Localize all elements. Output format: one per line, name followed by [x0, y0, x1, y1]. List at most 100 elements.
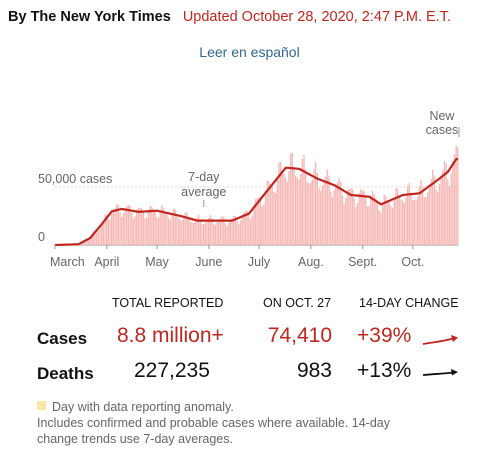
daily-case-bar: [176, 214, 178, 245]
daily-case-bar: [428, 188, 431, 245]
daily-case-bar: [224, 223, 227, 245]
x-tick-label: July: [248, 255, 271, 269]
daily-case-bar: [363, 191, 365, 245]
daily-case-bar: [261, 206, 263, 245]
daily-case-bar: [182, 218, 185, 245]
daily-case-bar: [313, 168, 315, 245]
x-tick-label: Oct.: [401, 255, 424, 269]
daily-case-bar: [152, 208, 155, 245]
seven-day-average-line: [54, 157, 458, 247]
deaths-on-date: 983: [296, 359, 332, 382]
footnote-line-2: change trends use 7-day averages.: [37, 432, 233, 446]
daily-case-bar: [425, 196, 427, 245]
daily-case-bar: [127, 205, 130, 245]
daily-case-bar: [89, 238, 91, 245]
daily-case-bar: [124, 207, 126, 245]
daily-case-bar: [269, 183, 272, 245]
daily-case-bar: [90, 234, 93, 245]
daily-case-bar: [244, 211, 247, 245]
daily-case-bar: [413, 200, 416, 245]
daily-case-bar: [365, 197, 367, 245]
daily-case-bar: [186, 211, 188, 245]
daily-case-bar: [236, 220, 238, 245]
daily-case-bar: [412, 199, 414, 245]
daily-case-bar: [315, 162, 317, 245]
daily-case-bar: [296, 177, 298, 245]
daily-case-bar: [192, 222, 195, 245]
daily-case-bar: [376, 202, 379, 245]
daily-case-bar: [383, 194, 385, 245]
daily-case-bar: [107, 219, 110, 245]
daily-case-bar: [189, 221, 191, 245]
daily-case-bar: [258, 197, 260, 245]
daily-case-bar: [375, 198, 377, 245]
daily-case-bar: [310, 182, 312, 245]
daily-case-bar: [380, 212, 382, 245]
daily-case-bar: [286, 181, 288, 245]
daily-case-bar: [197, 214, 200, 245]
daily-case-bar: [435, 189, 437, 245]
daily-case-bar: [346, 190, 349, 245]
cases-total: 8.8 million+: [117, 324, 224, 347]
daily-case-bar: [343, 203, 345, 245]
daily-case-bar: [368, 205, 370, 245]
daily-case-bar: [432, 169, 434, 245]
daily-case-bar: [164, 211, 166, 245]
daily-case-bar: [341, 195, 344, 245]
daily-case-bar: [214, 225, 217, 245]
daily-case-bar: [273, 191, 275, 245]
x-tick-label: Aug.: [298, 255, 324, 269]
daily-case-bar: [154, 211, 156, 245]
daily-case-bar: [356, 203, 359, 245]
daily-case-bar: [320, 190, 322, 245]
daily-case-bar: [142, 212, 145, 245]
daily-case-bar: [209, 215, 212, 245]
daily-case-bar: [401, 200, 404, 245]
daily-case-bar: [450, 174, 452, 245]
x-tick-label: April: [94, 255, 119, 269]
daily-case-bar: [111, 214, 113, 245]
daily-case-bar: [398, 195, 400, 245]
daily-case-bar: [194, 221, 196, 245]
daily-case-bar: [274, 193, 277, 245]
y-tick-label: 50,000 cases: [38, 172, 112, 186]
daily-case-bar: [417, 196, 419, 245]
daily-case-bar: [443, 160, 446, 245]
daily-case-bar: [219, 218, 222, 245]
daily-case-bar: [415, 199, 417, 245]
daily-case-bar: [420, 179, 422, 245]
daily-case-bar: [117, 204, 120, 245]
x-tick-label: Sept.: [348, 255, 377, 269]
seven-day-average-path: [54, 157, 458, 247]
anomaly-note: Day with data reporting anomaly.: [52, 400, 234, 414]
daily-case-bar: [378, 210, 380, 245]
daily-case-bar: [358, 192, 360, 245]
daily-case-bar: [234, 215, 237, 245]
daily-case-bar: [408, 183, 411, 245]
anomaly-swatch: [37, 401, 46, 410]
daily-case-bar: [455, 145, 457, 245]
daily-case-bar: [104, 214, 106, 245]
daily-case-bar: [109, 219, 111, 245]
daily-case-bar: [453, 154, 456, 245]
x-tick-label: March: [50, 255, 85, 269]
daily-case-bar: [395, 188, 397, 245]
daily-case-bar: [348, 188, 350, 245]
daily-case-bar: [418, 186, 421, 245]
daily-case-bar: [184, 212, 186, 245]
daily-case-bar: [437, 192, 439, 245]
spanish-link[interactable]: Leer en español: [199, 44, 300, 60]
daily-case-bar: [187, 217, 190, 245]
daily-case-bar: [330, 191, 332, 245]
daily-case-bar: [276, 178, 278, 245]
daily-case-bar: [259, 199, 262, 245]
header-on-date: ON OCT. 27: [263, 296, 332, 310]
daily-case-bar: [271, 185, 273, 245]
daily-case-bar: [422, 187, 424, 245]
daily-case-bar: [213, 223, 215, 245]
daily-case-bar: [211, 218, 213, 245]
daily-case-bar: [162, 207, 165, 245]
daily-case-bar: [427, 192, 429, 245]
daily-case-bar: [159, 210, 161, 245]
